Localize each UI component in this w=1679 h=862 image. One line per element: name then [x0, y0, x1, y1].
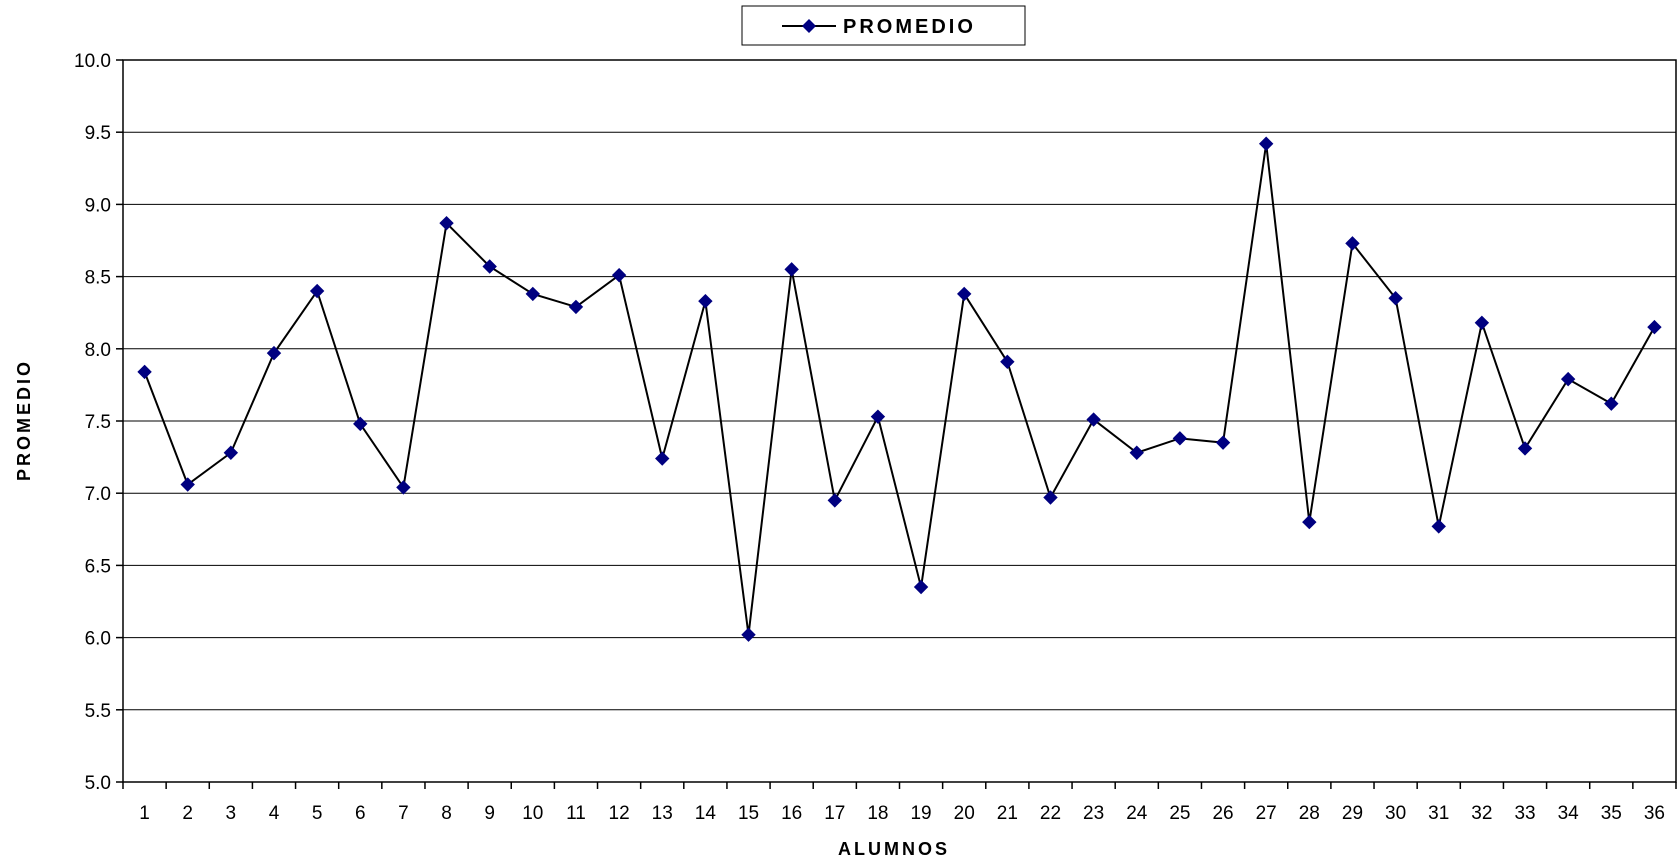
- x-tick-label: 26: [1212, 803, 1233, 824]
- x-tick-label: 24: [1126, 803, 1148, 824]
- data-point-marker: [1129, 445, 1144, 460]
- x-tick-label: 32: [1471, 803, 1492, 824]
- data-point-marker: [913, 579, 929, 595]
- data-point-marker: [1172, 431, 1188, 446]
- x-tick-label: 21: [997, 803, 1018, 824]
- x-tick-label: 6: [355, 803, 366, 824]
- y-tick-label: 9.5: [85, 123, 111, 144]
- data-point-marker: [1604, 396, 1619, 411]
- x-tick-label: 18: [867, 803, 888, 824]
- y-tick-label: 6.0: [85, 629, 111, 650]
- data-point-marker: [525, 286, 541, 302]
- x-tick-label: 7: [398, 803, 409, 824]
- legend-diamond-marker: [802, 19, 816, 33]
- gridlines: [123, 131, 1676, 711]
- x-tick-label: 28: [1299, 803, 1320, 824]
- data-point-marker: [353, 416, 368, 432]
- data-point-marker: [1302, 514, 1317, 530]
- data-point-marker: [1647, 319, 1662, 335]
- x-tick-label: 8: [441, 803, 452, 824]
- y-tick-label: 6.5: [85, 556, 111, 577]
- x-tick-label: 11: [566, 803, 586, 824]
- data-point-marker: [1431, 519, 1446, 534]
- x-tick-label: 27: [1256, 803, 1277, 824]
- data-point-marker: [309, 283, 325, 299]
- x-tick-label: 36: [1644, 803, 1665, 824]
- data-point-marker: [698, 293, 713, 309]
- data-point-marker: [827, 493, 842, 508]
- x-axis: 1 2 3 4 5 6 7 8 9 10 11 12 13 14 15 16 17 18 19 20 21 22 23 24 2…: [122, 782, 1677, 824]
- series-markers: [137, 136, 1662, 642]
- data-point-marker: [1258, 136, 1274, 151]
- x-tick-label: 25: [1169, 803, 1190, 824]
- data-point-marker: [1043, 490, 1058, 505]
- data-point-marker: [266, 345, 282, 361]
- x-tick-label: 12: [609, 803, 630, 824]
- x-tick-label: 1: [139, 803, 150, 824]
- x-tick-label: 15: [738, 803, 759, 824]
- x-tick-label: 4: [269, 803, 280, 824]
- data-point-marker: [611, 267, 627, 283]
- data-point-marker: [180, 477, 195, 492]
- data-point-marker: [1345, 236, 1360, 251]
- data-point-marker: [396, 480, 411, 495]
- x-tick-label: 13: [652, 803, 673, 824]
- data-point-marker: [223, 445, 239, 460]
- y-axis-title: PROMEDIO: [14, 359, 34, 481]
- y-axis: 5.0 5.5 6.0 6.5 7.0 7.5 8.0 8.5 9.0 9.5 10.0: [74, 51, 123, 794]
- data-point-marker: [482, 259, 497, 274]
- x-tick-label: 14: [695, 803, 717, 824]
- data-point-marker: [439, 215, 454, 231]
- x-tick-label: 9: [484, 803, 495, 824]
- data-point-marker: [1560, 371, 1576, 387]
- data-point-marker: [741, 627, 756, 642]
- y-tick-label: 7.5: [85, 412, 111, 433]
- y-tick-label: 8.5: [85, 268, 111, 289]
- x-tick-label: 35: [1601, 803, 1622, 824]
- y-tick-label: 10.0: [74, 51, 111, 72]
- x-tick-label: 16: [781, 803, 802, 824]
- x-tick-label: 29: [1342, 803, 1363, 824]
- data-point-marker: [568, 299, 584, 315]
- legend: PROMEDIO: [741, 5, 1026, 46]
- x-tick-label: 34: [1558, 803, 1580, 824]
- x-tick-label: 19: [910, 803, 931, 824]
- data-point-marker: [1517, 441, 1533, 456]
- x-tick-label: 5: [312, 803, 323, 824]
- x-tick-label: 3: [226, 803, 237, 824]
- series-line-promedio: [143, 143, 1656, 635]
- x-axis-title: ALUMNOS: [838, 839, 950, 859]
- y-tick-label: 9.0: [85, 195, 111, 216]
- x-tick-label: 20: [954, 803, 975, 824]
- x-tick-label: 22: [1040, 803, 1061, 824]
- data-point-marker: [1388, 291, 1403, 306]
- y-tick-label: 8.0: [85, 340, 111, 361]
- x-tick-label: 33: [1514, 803, 1535, 824]
- data-point-marker: [957, 286, 972, 302]
- data-point-marker: [1474, 315, 1490, 331]
- x-tick-label: 10: [522, 803, 543, 824]
- data-point-marker: [870, 409, 886, 424]
- x-tick-label: 31: [1428, 803, 1449, 824]
- x-tick-label: 30: [1385, 803, 1406, 824]
- data-point-marker: [1215, 435, 1231, 450]
- y-tick-label: 5.5: [85, 701, 111, 722]
- x-tick-label: 23: [1083, 803, 1104, 824]
- data-point-marker: [137, 364, 152, 380]
- x-tick-label: 2: [182, 803, 193, 824]
- y-tick-label: 7.0: [85, 484, 111, 505]
- data-point-marker: [1000, 354, 1015, 370]
- y-tick-label: 5.0: [85, 773, 111, 794]
- legend-label: PROMEDIO: [843, 16, 976, 38]
- x-tick-label: 17: [824, 803, 845, 824]
- data-point-marker: [1086, 412, 1101, 427]
- data-point-marker: [655, 451, 670, 466]
- data-point-marker: [784, 262, 799, 277]
